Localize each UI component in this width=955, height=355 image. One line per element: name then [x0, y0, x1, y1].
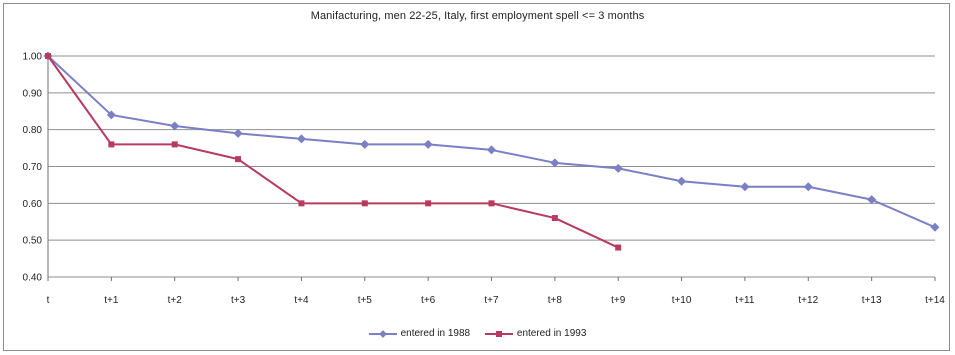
- data-point: [106, 110, 116, 120]
- data-point: [425, 200, 432, 207]
- data-point: [550, 158, 560, 168]
- diamond-marker-icon: [378, 329, 387, 338]
- legend-item-series-1: entered in 1988: [368, 328, 471, 339]
- data-point: [930, 222, 940, 232]
- data-point: [361, 200, 368, 207]
- data-point: [551, 215, 558, 222]
- data-point: [615, 244, 622, 251]
- chart-title: Manifacturing, men 22-25, Italy, first e…: [310, 10, 645, 22]
- data-point: [360, 139, 370, 149]
- series-group: [43, 51, 940, 251]
- x-tick-label: t+5: [358, 295, 373, 306]
- x-tick-label: t+8: [548, 295, 563, 306]
- legend-label-series-2: entered in 1993: [516, 328, 587, 339]
- data-point: [170, 121, 180, 131]
- x-tick-label: t+9: [611, 295, 626, 306]
- legend-swatch-series-2: [484, 329, 513, 339]
- data-point: [45, 53, 51, 59]
- y-tick-label: 0.40: [23, 273, 43, 284]
- data-point: [298, 200, 305, 207]
- data-point: [867, 195, 877, 205]
- y-axis: 0.40 0.50 0.60 0.70 0.80 0.90 1.00: [23, 52, 49, 284]
- data-point: [613, 163, 623, 173]
- legend-item-series-2: entered in 1993: [484, 328, 587, 339]
- data-point: [296, 134, 306, 144]
- y-tick-label: 0.50: [23, 236, 43, 247]
- y-tick-label: 0.90: [23, 88, 43, 99]
- square-marker-icon: [495, 330, 502, 337]
- data-point: [488, 200, 495, 207]
- data-point: [487, 145, 496, 155]
- y-tick-label: 0.70: [23, 162, 43, 173]
- gridlines: [48, 55, 935, 278]
- x-tick-label: t+7: [484, 295, 499, 306]
- data-point: [677, 176, 687, 186]
- data-point: [803, 182, 813, 192]
- series-line-2: [47, 55, 619, 249]
- data-point: [235, 156, 242, 163]
- y-tick-label: 1.00: [23, 52, 43, 63]
- x-tick-label: t+14: [925, 295, 945, 306]
- data-point: [108, 141, 115, 148]
- legend-swatch-series-1: [368, 329, 397, 339]
- data-point: [171, 141, 178, 148]
- x-tick-label: t+6: [421, 295, 436, 306]
- data-point: [740, 182, 750, 192]
- x-tick-label: t+2: [168, 295, 183, 306]
- legend-label-series-1: entered in 1988: [400, 328, 471, 339]
- x-tick-label: t+1: [104, 295, 119, 306]
- x-tick-label: t+11: [735, 295, 754, 306]
- x-tick-label: t+4: [294, 295, 309, 306]
- chart-frame: [3, 3, 950, 351]
- x-tick-label: t+3: [231, 295, 246, 306]
- data-point: [233, 128, 243, 138]
- x-tick-label: t+12: [798, 295, 818, 306]
- legend: entered in 1988 entered in 1993: [0, 328, 955, 342]
- x-tick-label: t+10: [672, 295, 692, 306]
- x-axis: t t+1 t+2 t+3 t+4 t+5 t+6 t+7 t+8 t+9 t+10 t+11 t+12…: [47, 277, 945, 306]
- x-tick-label: t: [47, 295, 50, 306]
- data-point: [423, 139, 433, 149]
- x-tick-label: t+13: [862, 295, 882, 306]
- y-tick-label: 0.80: [23, 125, 43, 136]
- y-tick-label: 0.60: [23, 199, 43, 210]
